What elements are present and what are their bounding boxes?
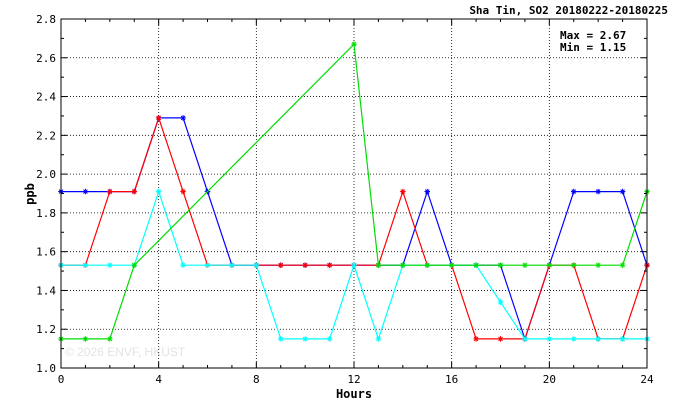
data-point bbox=[302, 336, 308, 342]
data-point bbox=[107, 336, 113, 342]
data-point bbox=[131, 262, 138, 269]
data-point bbox=[424, 262, 431, 269]
data-point bbox=[277, 336, 284, 342]
y-tick-label: 1.8 bbox=[36, 207, 56, 220]
x-tick-label: 16 bbox=[445, 373, 458, 386]
data-point bbox=[82, 188, 89, 195]
axis-ticks: 0 4 8 12 16 20 24 1.0 1.2 1.4 1.6 1.8 2.0 2.2 2.4 2.6 2.… bbox=[36, 13, 654, 386]
data-point bbox=[473, 336, 479, 342]
data-point bbox=[82, 336, 89, 342]
data-point bbox=[375, 336, 382, 342]
data-point bbox=[400, 262, 406, 269]
data-point bbox=[351, 41, 357, 48]
y-tick-label: 1.6 bbox=[36, 246, 56, 259]
data-point bbox=[107, 188, 113, 195]
x-tick-label: 20 bbox=[543, 373, 556, 386]
data-point bbox=[497, 262, 504, 269]
data-point bbox=[131, 188, 138, 195]
series-layer bbox=[58, 41, 650, 342]
data-point bbox=[155, 188, 162, 195]
data-point bbox=[570, 188, 577, 195]
watermark: © 2026 ENVF, HKUST bbox=[65, 345, 186, 359]
y-tick-label: 2.2 bbox=[36, 129, 56, 142]
y-tick-label: 1.0 bbox=[36, 362, 56, 375]
data-point bbox=[180, 188, 186, 195]
data-point bbox=[351, 262, 357, 269]
data-point bbox=[326, 262, 333, 269]
y-tick-label: 1.2 bbox=[36, 323, 56, 336]
data-point bbox=[497, 336, 504, 342]
data-point bbox=[522, 336, 528, 342]
x-tick-label: 12 bbox=[347, 373, 360, 386]
data-point bbox=[595, 336, 601, 342]
max-annotation: Max = 2.67 bbox=[560, 29, 626, 42]
y-tick-label: 2.8 bbox=[36, 13, 56, 26]
data-point bbox=[253, 262, 260, 269]
min-annotation: Min = 1.15 bbox=[560, 41, 626, 54]
data-point bbox=[204, 262, 211, 269]
data-point bbox=[326, 336, 333, 342]
data-point bbox=[522, 262, 528, 269]
y-axis-title: ppb bbox=[23, 183, 37, 205]
data-point bbox=[595, 188, 601, 195]
y-tick-label: 2.0 bbox=[36, 168, 56, 181]
data-point bbox=[180, 262, 186, 269]
x-tick-label: 8 bbox=[253, 373, 260, 386]
data-point bbox=[448, 262, 455, 269]
data-point bbox=[473, 262, 479, 269]
data-point bbox=[277, 262, 284, 269]
data-point bbox=[546, 262, 553, 269]
x-tick-label: 24 bbox=[640, 373, 654, 386]
y-tick-label: 2.6 bbox=[36, 52, 56, 65]
data-point bbox=[619, 262, 626, 269]
x-axis-title: Hours bbox=[336, 387, 372, 401]
data-point bbox=[619, 336, 626, 342]
data-point bbox=[107, 262, 113, 269]
data-point bbox=[155, 115, 162, 121]
data-point bbox=[375, 262, 382, 269]
data-point bbox=[497, 299, 504, 305]
data-point bbox=[595, 262, 601, 269]
data-point bbox=[180, 115, 186, 121]
data-point bbox=[229, 262, 235, 269]
data-point bbox=[619, 188, 626, 195]
data-point bbox=[546, 336, 553, 342]
y-tick-label: 2.4 bbox=[36, 91, 56, 104]
x-tick-label: 4 bbox=[155, 373, 162, 386]
y-tick-label: 1.4 bbox=[36, 284, 56, 297]
data-point bbox=[400, 188, 406, 195]
x-tick-label: 0 bbox=[58, 373, 65, 386]
chart-title: Sha Tin, SO2 20180222-20180225 bbox=[469, 4, 668, 17]
data-point bbox=[302, 262, 308, 269]
data-point bbox=[424, 188, 431, 195]
data-point bbox=[570, 262, 577, 269]
data-point bbox=[570, 336, 577, 342]
data-point bbox=[82, 262, 89, 269]
